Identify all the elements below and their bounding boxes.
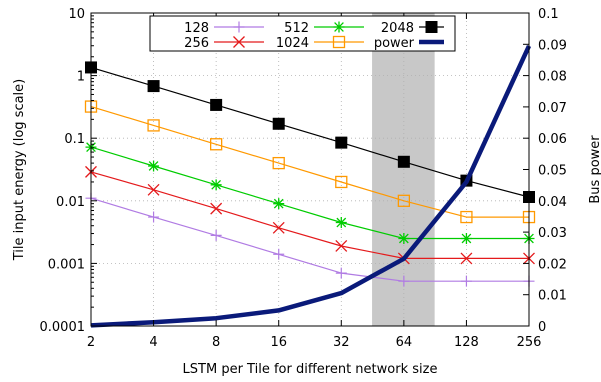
y-left-tick-label: 0.0001: [40, 320, 86, 335]
legend-item-256: 256: [184, 36, 264, 51]
series-512: [85, 141, 535, 244]
data-point: [460, 275, 472, 287]
y-left-tick-label: 0.1: [64, 132, 85, 147]
data-point: [333, 21, 345, 33]
series-line: [90, 171, 529, 259]
y-right-tick-label: 0.08: [538, 70, 567, 85]
series-line: [90, 66, 530, 198]
tick-layer: 2 4 8 16 32 64 128 2560.00010.0010.010.111000.0…: [40, 7, 567, 350]
data-point: [332, 35, 346, 49]
highlight-band-layer: [372, 13, 435, 326]
data-point: [148, 211, 160, 223]
data-point: [398, 232, 410, 244]
data-point: [210, 202, 223, 215]
data-point: [398, 275, 410, 287]
legend-label: 512: [284, 21, 309, 36]
x-tick-label: 64: [396, 335, 413, 350]
series-line: [90, 146, 529, 240]
y-axis-right-title: Bus power: [588, 135, 601, 204]
y-right-tick-label: 0: [538, 320, 546, 335]
y-left-tick-label: 0.01: [56, 195, 85, 210]
x-axis-title: LSTM per Tile for different network size: [183, 362, 438, 377]
data-point: [147, 183, 160, 196]
data-point: [460, 232, 472, 244]
data-point: [273, 198, 285, 210]
data-point: [272, 221, 285, 234]
data-point: [148, 160, 160, 172]
legend-label: 256: [184, 36, 209, 51]
y-right-tick-label: 0.05: [538, 164, 567, 179]
x-tick-label: 256: [517, 335, 542, 350]
series-line: [90, 197, 529, 282]
x-tick-label: 8: [212, 335, 220, 350]
y-right-tick-label: 0.01: [538, 289, 567, 304]
data-point: [233, 36, 245, 48]
legend: 128 512 2048 256 1024 power: [149, 15, 456, 52]
y-right-tick-label: 0.03: [538, 226, 567, 241]
y-right-tick-label: 0.09: [538, 38, 567, 53]
data-point: [460, 252, 473, 265]
highlight-band: [372, 13, 435, 326]
data-point: [460, 210, 473, 224]
y-left-tick-label: 0.001: [48, 257, 85, 272]
y-left-tick-label: 10: [68, 7, 85, 22]
x-tick-label: 2: [87, 335, 95, 350]
x-tick-label: 32: [333, 335, 350, 350]
data-point: [425, 21, 438, 33]
legend-item-power: power: [374, 36, 444, 51]
data-point: [335, 267, 347, 279]
x-tick-label: 128: [454, 335, 479, 350]
legend-label: power: [374, 36, 415, 51]
legend-item-2048: 2048: [381, 21, 444, 36]
data-point: [210, 179, 222, 191]
data-point: [147, 119, 160, 132]
data-point: [147, 80, 160, 93]
data-point: [233, 21, 245, 33]
data-point: [335, 239, 348, 252]
series-layer: [84, 44, 536, 328]
legend-label: 1024: [276, 36, 309, 51]
series-line: [90, 44, 532, 328]
y-right-tick-label: 0.02: [538, 257, 567, 272]
data-point: [272, 117, 285, 130]
data-point: [335, 175, 348, 189]
legend-item-1024: 1024: [276, 35, 364, 51]
series-line: [90, 106, 529, 218]
data-point: [210, 229, 222, 241]
legend-label: 128: [184, 21, 209, 36]
y-axis-left-title: Tile input energy (log scale): [12, 79, 27, 262]
data-point: [273, 248, 285, 260]
legend-box: [149, 15, 456, 52]
legend-label: 2048: [381, 21, 414, 36]
data-point: [397, 155, 410, 168]
y-right-tick-label: 0.07: [538, 101, 567, 116]
y-right-tick-label: 0.1: [538, 7, 559, 22]
data-point: [397, 194, 411, 207]
grid-layer: [91, 13, 529, 326]
legend-item-512: 512: [284, 21, 364, 36]
y-right-tick-label: 0.04: [538, 195, 567, 210]
data-point: [335, 136, 348, 149]
data-point: [210, 98, 223, 111]
data-point: [335, 217, 347, 229]
x-tick-label: 4: [149, 335, 157, 350]
series-power: [90, 44, 532, 328]
legend-item-128: 128: [184, 21, 264, 36]
x-tick-label: 16: [270, 335, 287, 350]
data-point: [209, 138, 223, 151]
series-1024: [84, 100, 536, 224]
y-left-tick-label: 1: [77, 70, 85, 85]
data-point: [272, 156, 285, 170]
y-right-tick-label: 0.06: [538, 132, 567, 147]
